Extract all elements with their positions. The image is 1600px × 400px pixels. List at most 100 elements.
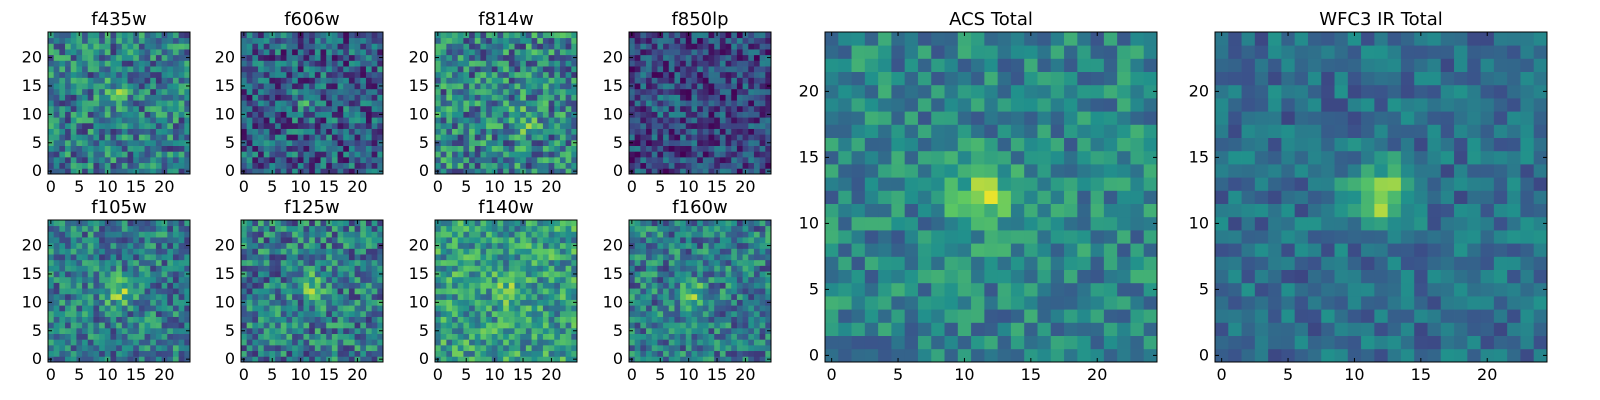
- heatmap-cell: [241, 37, 248, 44]
- heatmap-cell: [503, 122, 510, 129]
- heatmap-cell: [252, 333, 259, 340]
- heatmap-cell: [297, 151, 304, 158]
- heatmap-cell: [309, 310, 316, 317]
- heatmap-cell: [184, 66, 191, 73]
- heatmap-cell: [354, 122, 361, 129]
- heatmap-cell: [48, 316, 55, 323]
- heatmap-cell: [110, 316, 117, 323]
- heatmap-cell: [759, 339, 766, 346]
- heatmap-cell: [446, 60, 453, 67]
- heatmap-cell: [469, 282, 476, 289]
- heatmap-cell: [133, 310, 140, 317]
- heatmap-cell: [674, 322, 681, 329]
- heatmap-cell: [326, 231, 333, 238]
- heatmap-cell: [93, 350, 100, 357]
- heatmap-cell: [663, 71, 670, 78]
- heatmap-cell: [663, 32, 670, 39]
- heatmap-cell: [691, 299, 698, 306]
- heatmap-cell: [736, 122, 743, 129]
- heatmap-cell: [520, 254, 527, 261]
- heatmap-cell: [480, 32, 487, 39]
- heatmap-cell: [82, 156, 89, 164]
- heatmap-cell: [446, 265, 453, 272]
- heatmap-cell: [365, 316, 373, 323]
- heatmap-cell: [138, 37, 145, 44]
- heatmap-cell: [657, 322, 664, 329]
- heatmap-cell: [303, 37, 310, 44]
- heatmap-cell: [184, 71, 191, 78]
- heatmap-cell: [365, 37, 373, 44]
- heatmap-cell: [525, 83, 532, 90]
- heatmap-cell: [559, 66, 567, 73]
- heatmap-cell: [714, 105, 721, 112]
- heatmap-cell: [104, 231, 111, 238]
- heatmap-cell: [172, 333, 180, 340]
- heatmap-cell: [303, 322, 310, 329]
- heatmap-cell: [76, 128, 83, 135]
- heatmap-cell: [246, 344, 253, 352]
- heatmap-cell: [520, 111, 527, 118]
- heatmap-cell: [65, 344, 72, 352]
- heatmap-cell: [629, 37, 636, 44]
- heatmap-cell: [674, 60, 681, 67]
- heatmap-cell: [48, 293, 55, 300]
- heatmap-cell: [446, 288, 453, 295]
- heatmap-cell: [275, 139, 282, 146]
- heatmap-cell: [753, 94, 761, 101]
- heatmap-cell: [497, 94, 504, 101]
- heatmap-cell: [440, 156, 447, 164]
- heatmap-cell: [725, 316, 732, 323]
- heatmap-cell: [263, 49, 270, 56]
- heatmap-cell: [184, 100, 191, 107]
- heatmap-cell: [252, 139, 259, 146]
- heatmap-cell: [719, 327, 726, 334]
- heatmap-cell: [548, 293, 555, 300]
- heatmap-cell: [640, 49, 647, 56]
- heatmap-cell: [463, 43, 470, 50]
- heatmap-cell: [708, 288, 715, 295]
- heatmap-cell: [503, 83, 510, 90]
- heatmap-cell: [537, 100, 544, 107]
- heatmap-cell: [463, 237, 470, 244]
- heatmap-cell: [491, 254, 498, 261]
- heatmap-cell: [674, 145, 681, 152]
- heatmap-cell: [161, 237, 168, 244]
- heatmap-cell: [99, 32, 106, 39]
- heatmap-cell: [765, 71, 772, 78]
- heatmap-cell: [435, 105, 442, 112]
- heatmap-cell: [685, 151, 692, 158]
- heatmap-cell: [377, 32, 384, 39]
- heatmap-cell: [93, 271, 100, 278]
- heatmap-cell: [748, 111, 755, 118]
- heatmap-cell: [178, 94, 185, 101]
- panel-title: f814w: [478, 9, 533, 30]
- heatmap-cell: [657, 288, 664, 295]
- heatmap-cell: [297, 145, 304, 152]
- heatmap-cell: [167, 248, 174, 255]
- heatmap-cell: [748, 168, 755, 175]
- heatmap-cell: [258, 88, 265, 95]
- heatmap-cell: [731, 316, 738, 323]
- heatmap-cell: [99, 54, 106, 61]
- heatmap-cell: [292, 288, 299, 295]
- heatmap-cell: [634, 310, 641, 317]
- heatmap-cell: [314, 60, 321, 67]
- y-tick-label: 5: [225, 133, 235, 152]
- heatmap-cell: [548, 162, 555, 169]
- heatmap-cell: [138, 83, 145, 90]
- heatmap-cell: [320, 128, 327, 135]
- heatmap-cell: [178, 299, 185, 306]
- heatmap-cell: [759, 276, 766, 283]
- heatmap-cell: [269, 156, 276, 164]
- heatmap-cell: [297, 156, 304, 164]
- heatmap-cell: [354, 327, 361, 334]
- heatmap-cell: [463, 117, 470, 124]
- heatmap-cell: [491, 71, 498, 78]
- heatmap-cell: [531, 282, 538, 289]
- heatmap-cell: [155, 122, 162, 129]
- heatmap-cell: [348, 322, 355, 329]
- heatmap-cell: [263, 259, 270, 266]
- heatmap-cell: [731, 344, 738, 352]
- heatmap-cell: [252, 276, 259, 283]
- heatmap-cell: [719, 299, 726, 306]
